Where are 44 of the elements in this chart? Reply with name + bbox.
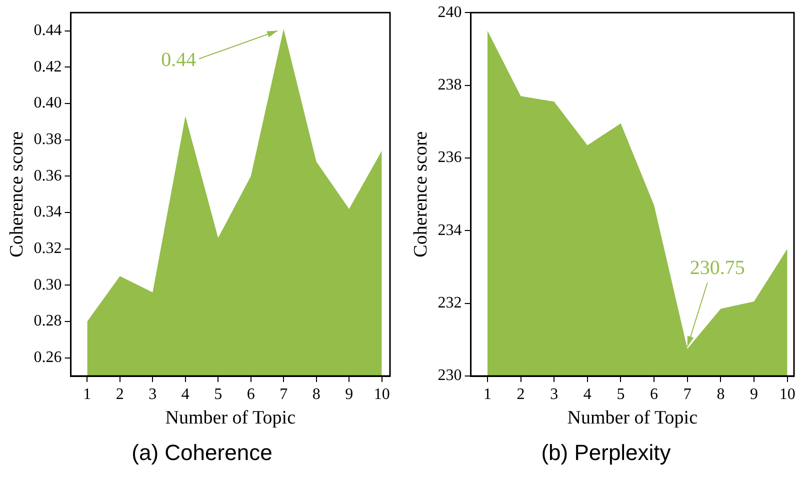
annotation: 0.44 <box>161 49 196 72</box>
y-tick-label: 230 <box>438 367 462 384</box>
x-tick-label: 8 <box>716 386 725 403</box>
x-tick-label: 5 <box>616 386 625 403</box>
x-tick-label: 1 <box>483 386 492 403</box>
y-tick-label: 0.26 <box>34 349 62 366</box>
y-tick-label: 0.36 <box>34 167 62 184</box>
y-tick-label: 0.38 <box>34 130 62 148</box>
x-tick-label: 4 <box>583 386 592 403</box>
text: (a) Coherence <box>130 440 274 466</box>
y-tick-label: 0.42 <box>34 58 62 76</box>
x-axis-title: Number of Topic <box>165 408 296 429</box>
x-tick-label: 2 <box>516 386 525 403</box>
x-tick-label: 6 <box>246 386 255 403</box>
x-tick-label: 3 <box>550 386 558 403</box>
x-tick-label: 7 <box>683 386 692 403</box>
y-tick-label: 0.32 <box>34 240 62 258</box>
x-tick-label: 2 <box>116 386 124 403</box>
x-tick-label: 6 <box>650 386 658 403</box>
y-tick-label: 234 <box>438 222 462 239</box>
x-tick-label: 9 <box>750 386 758 403</box>
y-axis-title: Coherence score <box>6 131 28 258</box>
y-tick-label: 240 <box>438 4 462 21</box>
annotation: 230.75 <box>690 256 745 279</box>
x-tick-label: 8 <box>312 386 320 403</box>
y-tick-label: 0.34 <box>34 204 62 221</box>
x-axis-title: Number of Topic <box>567 408 698 429</box>
y-tick-label: 0.28 <box>34 312 62 330</box>
x-tick-label: 7 <box>280 386 288 403</box>
y-tick-label: 0.40 <box>34 94 62 112</box>
x-tick-label: 3 <box>148 386 157 403</box>
y-tick-label: 232 <box>438 294 462 312</box>
x-tick-label: 4 <box>181 386 190 403</box>
x-tick-label: 10 <box>374 386 390 403</box>
x-tick-label: 5 <box>214 386 222 403</box>
y-tick-label: 238 <box>438 76 462 94</box>
x-tick-label: 10 <box>779 386 796 403</box>
y-axis-title: Coherence score <box>410 131 432 258</box>
text: (b) Perplexity <box>540 440 672 466</box>
x-tick-label: 1 <box>83 386 92 403</box>
x-tick-label: 9 <box>345 386 354 403</box>
y-tick-label: 0.44 <box>34 22 62 39</box>
y-tick-label: 0.30 <box>34 276 62 294</box>
y-tick-label: 236 <box>438 149 462 166</box>
